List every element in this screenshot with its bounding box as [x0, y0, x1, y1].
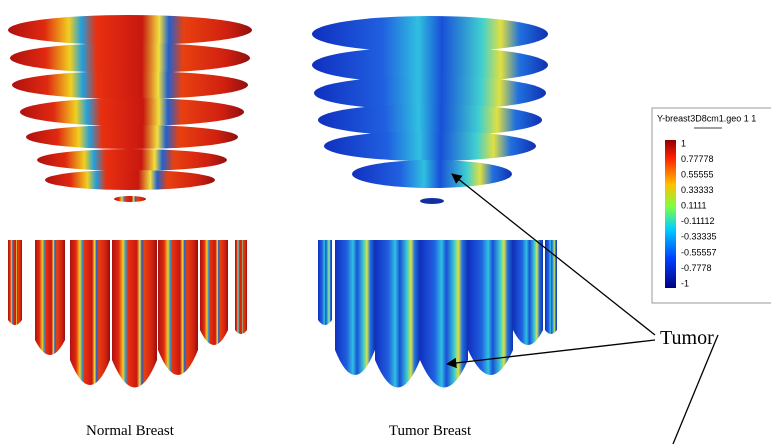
tumor-label: Tumor: [660, 327, 714, 349]
colorbar-label: -0.11112: [681, 216, 715, 226]
figure: Normal Breast Tumor Breast Y-breast3D8cm…: [0, 0, 771, 444]
colorbar-label: -0.55557: [681, 247, 717, 257]
colorbar-label: 0.77778: [681, 154, 714, 164]
colorbar-label: -0.7778: [681, 263, 712, 273]
colorbar-label: -0.33335: [681, 232, 717, 242]
caption-left: Normal Breast: [86, 423, 175, 439]
colorbar-label: 0.1111: [681, 201, 707, 211]
normal-disks: [8, 15, 252, 202]
caption-right: Tumor Breast: [389, 423, 472, 439]
colorbar-label: -1: [681, 278, 689, 288]
tumor-disks: [312, 16, 548, 204]
colorbar-label: 1: [681, 138, 686, 148]
colorbar-title: Y-breast3D8cm1.geo 1 1: [657, 113, 756, 123]
colorbar: Y-breast3D8cm1.geo 1 1 1 0.77778 0.55555 0.…: [652, 108, 771, 303]
colorbar-label: 0.55555: [681, 169, 714, 179]
normal-slices: [8, 240, 247, 388]
colorbar-label: 0.33333: [681, 185, 714, 195]
tumor-slices: [318, 240, 557, 388]
